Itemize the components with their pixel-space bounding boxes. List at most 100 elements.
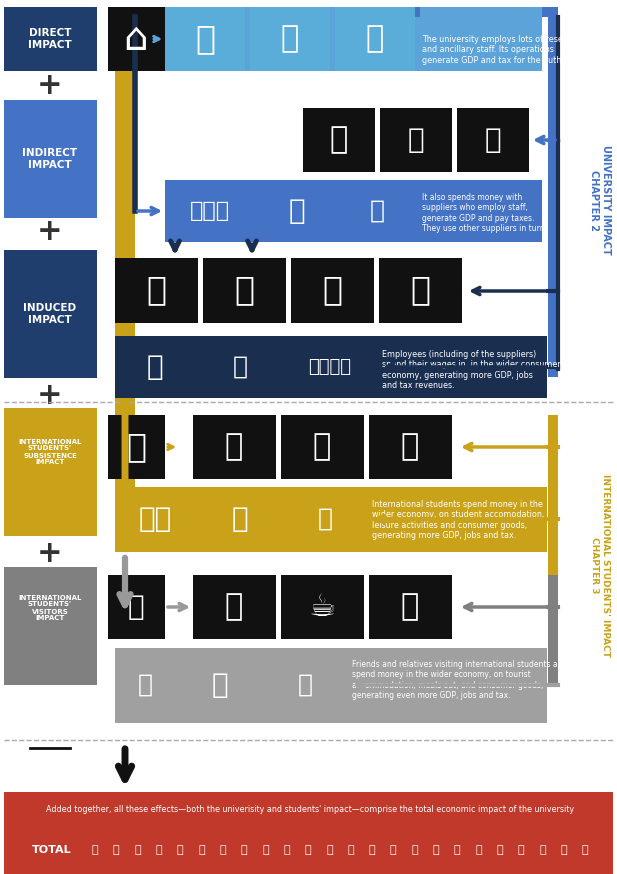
Text: ⌂: ⌂	[123, 20, 148, 58]
Text: 👤: 👤	[113, 845, 120, 855]
Bar	[4, 250, 97, 378]
Text: UNIVERSITY IMPACT
CHAPTER 2: UNIVERSITY IMPACT CHAPTER 2	[589, 145, 611, 255]
Text: 👤: 👤	[475, 845, 482, 855]
Text: 💰: 💰	[370, 199, 384, 223]
Text: International students spend money in the
wider economy, on student accomodation: International students spend money in th…	[372, 500, 544, 540]
Bar	[548, 415, 558, 665]
Text: 💰: 💰	[318, 507, 333, 531]
Text: +: +	[37, 218, 63, 246]
Text: 👤: 👤	[326, 845, 333, 855]
Bar	[4, 567, 97, 685]
Bar	[265, 648, 345, 723]
Text: 🎓: 🎓	[126, 431, 146, 463]
Bar	[115, 336, 195, 398]
Text: 👤: 👤	[433, 845, 439, 855]
Text: It also spends money with
suppliers who employ staff,
generate GDP and pay taxes: It also spends money with suppliers who …	[422, 193, 547, 233]
Text: 👥👥👥: 👥👥👥	[190, 201, 230, 221]
Text: 👤: 👤	[582, 845, 589, 855]
Text: 🍷: 🍷	[146, 274, 166, 307]
Text: 🍷: 🍷	[225, 593, 243, 621]
Text: 💼: 💼	[232, 505, 248, 533]
Bar	[548, 575, 558, 685]
Bar	[548, 7, 558, 377]
Text: 💰: 💰	[297, 673, 312, 697]
Bar	[203, 258, 286, 323]
Text: 👤: 👤	[92, 845, 98, 855]
Text: 👤: 👤	[241, 845, 247, 855]
Bar	[180, 648, 260, 723]
Bar	[115, 487, 195, 552]
Bar	[193, 415, 276, 479]
Text: 📱: 📱	[322, 274, 342, 307]
Bar	[420, 180, 542, 242]
Text: +: +	[37, 381, 63, 411]
Bar	[165, 7, 542, 71]
Text: 👤: 👤	[412, 845, 418, 855]
Text: 👤: 👤	[390, 845, 397, 855]
Bar	[108, 575, 165, 639]
Text: 💼: 💼	[147, 353, 164, 381]
Bar	[281, 415, 364, 479]
Text: INTERNATIONAL
STUDENTS'
VISITORS
IMPACT: INTERNATIONAL STUDENTS' VISITORS IMPACT	[19, 594, 81, 621]
Text: 📱: 📱	[330, 126, 348, 155]
Text: 👤: 👤	[497, 845, 503, 855]
Bar	[115, 487, 547, 552]
Text: 👥: 👥	[195, 23, 215, 56]
Text: 👤: 👤	[262, 845, 269, 855]
Text: 👤: 👤	[198, 845, 205, 855]
Text: 💻: 💻	[225, 433, 243, 461]
Bar	[303, 108, 375, 172]
Text: 💼: 💼	[289, 197, 305, 225]
Bar	[291, 258, 374, 323]
Text: 👤: 👤	[138, 673, 152, 697]
Text: DIRECT
IMPACT: DIRECT IMPACT	[28, 28, 72, 50]
Text: TOTAL: TOTAL	[32, 845, 72, 855]
Text: 🥄: 🥄	[401, 433, 419, 461]
Bar	[115, 258, 198, 323]
Bar	[379, 258, 462, 323]
Bar	[340, 180, 415, 242]
Text: 👤: 👤	[135, 845, 141, 855]
Bar	[200, 487, 280, 552]
Bar	[335, 7, 415, 71]
Text: 🔬: 🔬	[408, 126, 424, 154]
Bar	[415, 7, 558, 17]
Bar	[108, 7, 165, 71]
Text: Added together, all these effects—both the univerisity and students' impact—comp: Added together, all these effects—both t…	[46, 804, 574, 814]
Text: 💰: 💰	[233, 355, 247, 379]
Bar	[115, 336, 547, 398]
Bar	[260, 180, 335, 242]
Bar	[380, 108, 452, 172]
Text: ☕: ☕	[308, 593, 336, 621]
Text: 👤: 👤	[454, 845, 460, 855]
Bar	[281, 575, 364, 639]
Text: 👤: 👤	[155, 845, 162, 855]
Text: 🚕: 🚕	[401, 593, 419, 621]
Text: 👤: 👤	[539, 845, 545, 855]
Text: 👥👥: 👥👥	[138, 505, 172, 533]
Text: 👪: 👪	[128, 593, 144, 621]
Text: INTERNATIONAL
STUDENTS'
SUBSISTENCE
IMPACT: INTERNATIONAL STUDENTS' SUBSISTENCE IMPA…	[19, 439, 81, 466]
Bar	[165, 7, 245, 71]
Bar	[115, 648, 547, 723]
Text: 👤: 👤	[283, 845, 290, 855]
Text: 👤: 👤	[220, 845, 226, 855]
Text: 🚗: 🚗	[234, 274, 254, 307]
Text: +: +	[37, 72, 63, 101]
Text: Employees (including of the suppliers)
spend their wages in  in the wider consum: Employees (including of the suppliers) s…	[382, 350, 561, 390]
Bar	[285, 487, 365, 552]
Text: 💼: 💼	[212, 671, 228, 699]
Text: INDIRECT
IMPACT: INDIRECT IMPACT	[22, 149, 78, 170]
Text: 👤: 👤	[518, 845, 524, 855]
Bar	[165, 180, 255, 242]
Bar	[369, 575, 452, 639]
Bar	[115, 648, 175, 723]
Text: 💻: 💻	[485, 126, 501, 154]
Bar	[369, 415, 452, 479]
Bar	[4, 792, 613, 827]
Text: 👤: 👤	[177, 845, 183, 855]
Text: 👤: 👤	[347, 845, 354, 855]
Text: 🏠: 🏠	[313, 433, 331, 461]
Text: 💰: 💰	[366, 24, 384, 53]
Bar	[165, 180, 542, 242]
